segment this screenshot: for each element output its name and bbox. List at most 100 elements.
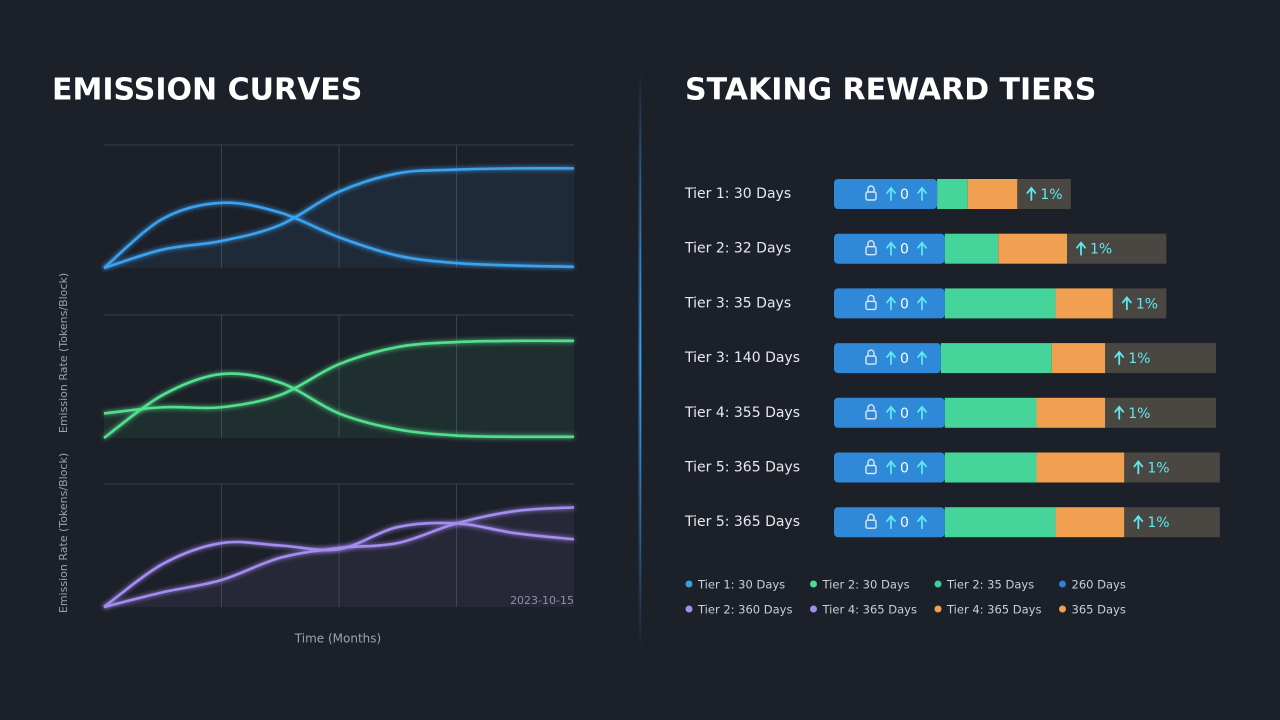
- arrow-icon: [917, 241, 927, 256]
- bar-segment: [937, 179, 968, 209]
- arrow-icon: [917, 460, 927, 475]
- legend-label: Tier 2: 35 Days: [946, 578, 1034, 592]
- outer-label: 1%: [1147, 515, 1169, 531]
- bar-segment: [834, 452, 945, 483]
- outer-label: 1%: [1128, 406, 1150, 422]
- left-title: EMISSION CURVES: [52, 73, 362, 108]
- bar-segment: [1067, 233, 1167, 264]
- bar-segment: [944, 507, 1056, 538]
- arrow-icon: [886, 241, 896, 256]
- bar-segment: [834, 288, 945, 319]
- arrow-icon: [1114, 350, 1125, 365]
- arrow-icon: [886, 350, 896, 365]
- legend-marker: [685, 605, 693, 613]
- arrow-icon: [917, 514, 927, 530]
- legend-label: Tier 2: 30 Days: [822, 578, 910, 592]
- outer-label: 1%: [1090, 242, 1112, 258]
- lock-icon: [867, 240, 875, 247]
- legend-marker: [1059, 605, 1066, 613]
- line: [103, 339, 575, 415]
- arrow-icon: [886, 295, 896, 311]
- lock-icon: [867, 294, 875, 302]
- lock-icon: [867, 404, 875, 411]
- arrow-icon: [886, 514, 896, 530]
- lock-icon: [865, 245, 877, 256]
- bar-segment: [967, 179, 1018, 209]
- legend-label: 365 Days: [1072, 603, 1126, 617]
- bar-segment: [1017, 179, 1071, 209]
- outer-label: 1%: [1128, 351, 1150, 367]
- bar-segment: [940, 343, 1052, 374]
- inner-label: 0: [900, 296, 909, 312]
- y-axis-label: Emission Rate (Tokens/Block): [57, 273, 70, 433]
- tier-label: Tier 5: 365 Days: [684, 514, 800, 530]
- bar-segment: [998, 233, 1068, 264]
- line: [103, 201, 575, 269]
- bar-badges: 0 1%: [865, 513, 1170, 531]
- lock-icon: [865, 191, 877, 201]
- legend-marker: [934, 580, 942, 588]
- lock-icon: [865, 355, 877, 365]
- bar-segment: [944, 452, 1037, 483]
- lock-icon: [865, 410, 877, 420]
- legend-label: Tier 2: 360 Days: [697, 603, 792, 617]
- bar-segment: [834, 179, 938, 209]
- x-axis-label: Time (Months): [294, 632, 381, 646]
- bar-badges: 0 1%: [865, 349, 1150, 367]
- line: [103, 372, 575, 440]
- arrow-icon: [1114, 405, 1125, 420]
- inner-label: 0: [900, 242, 909, 258]
- inner-label: 0: [900, 515, 909, 531]
- arrow-icon: [1133, 460, 1144, 475]
- area: [104, 507, 574, 607]
- inner-label: 0: [900, 461, 909, 477]
- bar-segment: [834, 397, 945, 428]
- legend-label: Tier 4: 365 Days: [822, 603, 917, 617]
- outer-label: 1%: [1147, 461, 1169, 477]
- arrow-icon: [886, 405, 896, 420]
- legend-label: Tier 1: 30 Days: [697, 578, 785, 592]
- right-title: STAKING REWARD TIERS: [685, 73, 1096, 108]
- bar-segment: [834, 507, 945, 538]
- bar-segment: [1055, 288, 1113, 319]
- bar-segment: [1124, 507, 1220, 538]
- tier-label: Tier 3: 35 Days: [684, 295, 791, 311]
- arrow-icon: [886, 186, 896, 201]
- bar-segment: [834, 233, 945, 264]
- tier-label: Tier 3: 140 Days: [684, 350, 800, 366]
- y-axis-label: Emission Rate (Tokens/Block): [57, 453, 70, 613]
- lock-icon: [865, 519, 877, 529]
- lock-icon: [867, 458, 875, 466]
- lock-icon: [867, 349, 875, 357]
- line: [103, 506, 575, 609]
- legend-label: Tier 4: 365 Days: [946, 603, 1041, 617]
- bar-segment: [944, 288, 1056, 319]
- arrow-icon: [917, 186, 927, 201]
- bar-segment: [1124, 452, 1220, 483]
- annotation: 2023-10-15: [510, 594, 574, 607]
- area: [104, 168, 574, 268]
- legend-marker: [685, 580, 693, 588]
- arrow-icon: [917, 405, 927, 420]
- arrow-icon: [1133, 514, 1144, 530]
- lock-icon: [867, 185, 875, 192]
- bar-segment: [1105, 397, 1216, 428]
- tier-label: Tier 4: 355 Days: [684, 405, 800, 421]
- bar-segment: [1036, 452, 1125, 483]
- legend-label: 260 Days: [1072, 578, 1126, 592]
- inner-label: 0: [900, 187, 909, 203]
- arrow-icon: [1076, 241, 1086, 256]
- outer-label: 1%: [1136, 296, 1158, 312]
- inner-label: 0: [900, 406, 909, 422]
- bar-segment: [1051, 343, 1106, 374]
- tier-label: Tier 1: 30 Days: [684, 186, 791, 202]
- tier-label: Tier 2: 32 Days: [684, 241, 791, 257]
- line: [103, 166, 575, 270]
- arrow-icon: [1026, 186, 1037, 201]
- lock-icon: [865, 464, 877, 475]
- bar-segment: [834, 343, 941, 374]
- bar-segment: [944, 397, 1037, 428]
- bar-segment: [1105, 343, 1216, 374]
- bar-segment: [1055, 507, 1125, 538]
- arrow-icon: [917, 350, 927, 365]
